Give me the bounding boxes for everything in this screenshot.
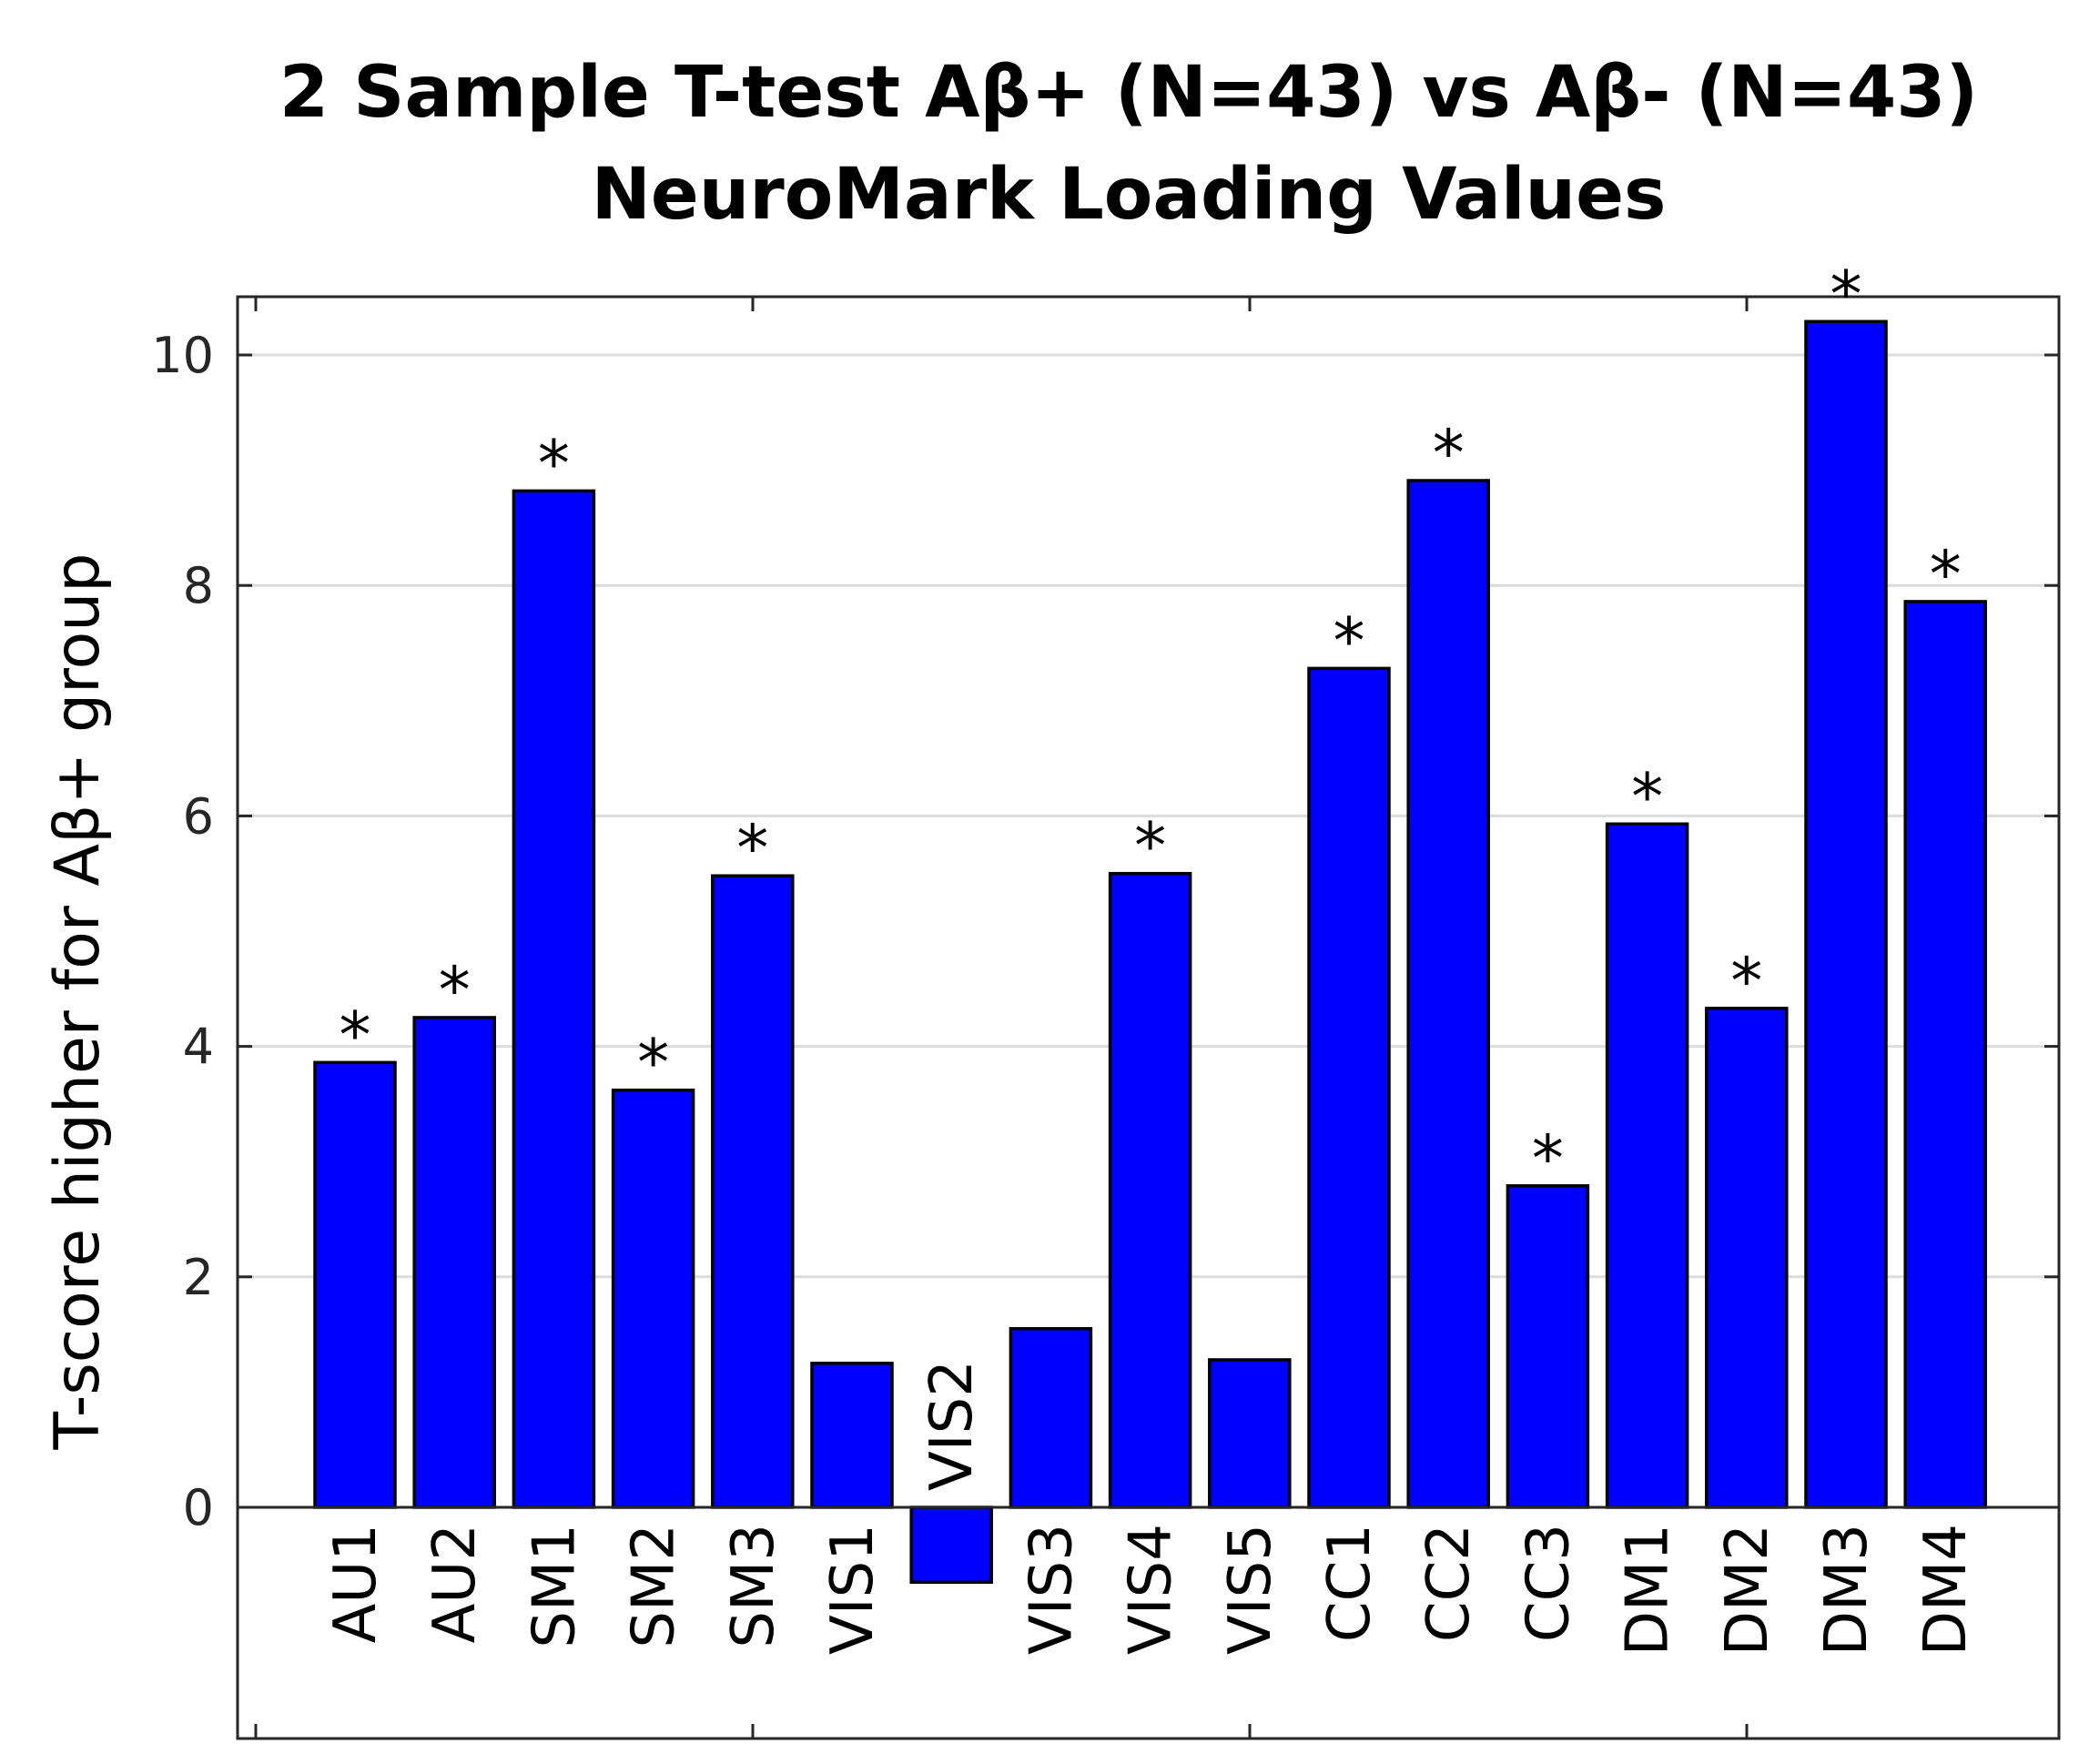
significance-star: * (1631, 759, 1663, 834)
chart-title-line-2: NeuroMark Loading Values (592, 154, 1667, 236)
bar-series (313, 319, 1987, 1585)
category-label: VIS4 (1118, 1524, 1185, 1655)
bar-sm1 (512, 489, 596, 1509)
category-label: VIS5 (1217, 1524, 1284, 1655)
bar-au2 (412, 1016, 496, 1509)
significance-star: * (439, 953, 471, 1028)
chart-title: 2 Sample T-test Aβ+ (N=43) vs Aβ- (N=43)… (279, 52, 1978, 236)
category-label: AU1 (322, 1524, 390, 1643)
axis-ticks (238, 297, 2059, 1739)
category-label: DM1 (1615, 1524, 1682, 1656)
bar-au1 (313, 1060, 397, 1509)
x-category-labels: AU1 AU2 SM1 SM2 SM3 VIS1 VIS2 VIS3 VIS4 VIS5 CC1 CC… (322, 1360, 1980, 1656)
category-label: VIS3 (1018, 1524, 1085, 1655)
category-label: VIS2 (918, 1360, 986, 1491)
category-label: SM3 (720, 1524, 787, 1648)
y-tick-label: 8 (183, 557, 214, 614)
category-label: CC1 (1316, 1524, 1384, 1642)
category-label: DM4 (1912, 1524, 1980, 1656)
significance-star: * (538, 426, 570, 501)
significance-star: * (736, 811, 768, 886)
significance-star: * (1930, 537, 1962, 612)
category-label: SM1 (521, 1524, 588, 1648)
significance-star: * (340, 998, 371, 1072)
bar-cc3 (1506, 1184, 1590, 1509)
bar-dm4 (1903, 600, 1987, 1509)
significance-star: * (1730, 944, 1762, 1019)
bar-dm3 (1804, 319, 1888, 1509)
category-label: VIS1 (819, 1524, 887, 1655)
bar-vis5 (1208, 1358, 1292, 1509)
y-tick-label: 4 (183, 1019, 214, 1076)
bar-sm3 (711, 874, 795, 1509)
bar-cc1 (1307, 666, 1391, 1509)
bar-vis3 (1009, 1327, 1093, 1509)
y-tick-label: 10 (151, 327, 214, 384)
category-label: SM2 (621, 1524, 688, 1648)
y-axis-label: T-score higher for Aβ+ group (42, 553, 114, 1451)
y-tick-labels: 0 2 4 6 8 10 (151, 327, 214, 1536)
bar-dm1 (1605, 822, 1689, 1509)
y-tick-label: 6 (183, 787, 214, 845)
category-label: CC2 (1415, 1524, 1483, 1642)
category-label: DM2 (1714, 1524, 1781, 1656)
category-label: CC3 (1515, 1524, 1582, 1642)
bar-cc2 (1406, 479, 1490, 1509)
significance-star: * (637, 1026, 669, 1100)
plot-area-frame (236, 295, 2061, 1740)
bar-sm2 (611, 1088, 695, 1509)
category-label: AU2 (421, 1524, 489, 1643)
significance-star: * (1334, 603, 1365, 678)
y-tick-label: 2 (183, 1249, 214, 1306)
bar-vis4 (1108, 871, 1192, 1509)
bar-vis1 (810, 1362, 894, 1509)
significance-star: * (1433, 416, 1465, 491)
bar-vis2 (909, 1505, 993, 1585)
chart-title-line-1: 2 Sample T-test Aβ+ (N=43) vs Aβ- (N=43) (279, 52, 1978, 134)
y-tick-label: 0 (183, 1479, 214, 1536)
significance-star: * (1134, 809, 1166, 884)
significance-markers: * * * * * * * * * * * * * (340, 257, 1962, 1196)
bar-dm2 (1705, 1007, 1789, 1509)
significance-star: * (1532, 1121, 1564, 1196)
category-label: DM3 (1813, 1524, 1881, 1656)
significance-star: * (1830, 257, 1862, 331)
